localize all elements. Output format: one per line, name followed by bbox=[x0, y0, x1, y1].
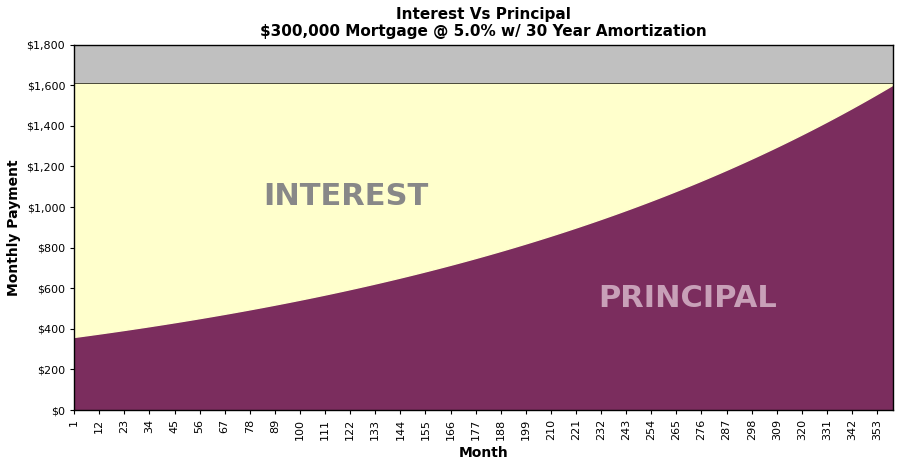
Y-axis label: Monthly Payment: Monthly Payment bbox=[7, 159, 21, 296]
X-axis label: Month: Month bbox=[459, 446, 508, 460]
Text: PRINCIPAL: PRINCIPAL bbox=[598, 284, 777, 313]
Title: Interest Vs Principal
$300,000 Mortgage @ 5.0% w/ 30 Year Amortization: Interest Vs Principal $300,000 Mortgage … bbox=[260, 7, 707, 39]
Text: INTEREST: INTEREST bbox=[263, 183, 428, 212]
